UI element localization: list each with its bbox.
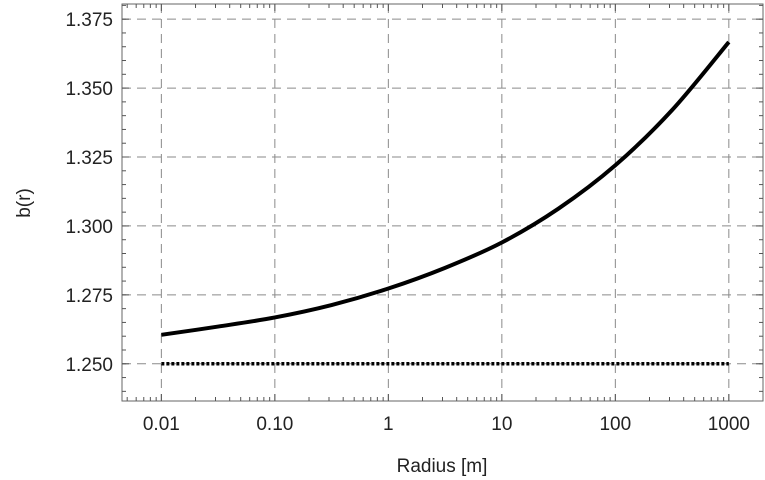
y-tick-label: 1.350 [65,79,113,100]
plot-frame [121,3,764,402]
x-tick-label: 1 [383,414,394,435]
x-tick-labels: 0.01 0.10 1 10 100 1000 [143,414,750,435]
y-tick-label: 1.300 [65,217,113,238]
y-tick-label: 1.325 [65,148,113,169]
x-tick-label: 1000 [708,414,750,435]
y-tick-label: 1.275 [65,286,113,307]
grid-lines [122,4,763,401]
x-tick-label: 0.01 [143,414,180,435]
y-axis-label: b(r) [14,188,35,218]
y-tick-label: 1.250 [65,355,113,376]
x-tick-label: 100 [599,414,631,435]
solid-series-line [161,40,731,337]
y-tick-labels: 1.250 1.275 1.300 1.325 1.350 1.375 [65,10,113,376]
y-tick-label: 1.375 [65,10,113,31]
series-lines [161,40,731,366]
axis-ticks [122,4,763,401]
x-tick-label: 10 [491,414,512,435]
x-axis-label: Radius [m] [397,456,488,477]
x-tick-label: 0.10 [256,414,293,435]
